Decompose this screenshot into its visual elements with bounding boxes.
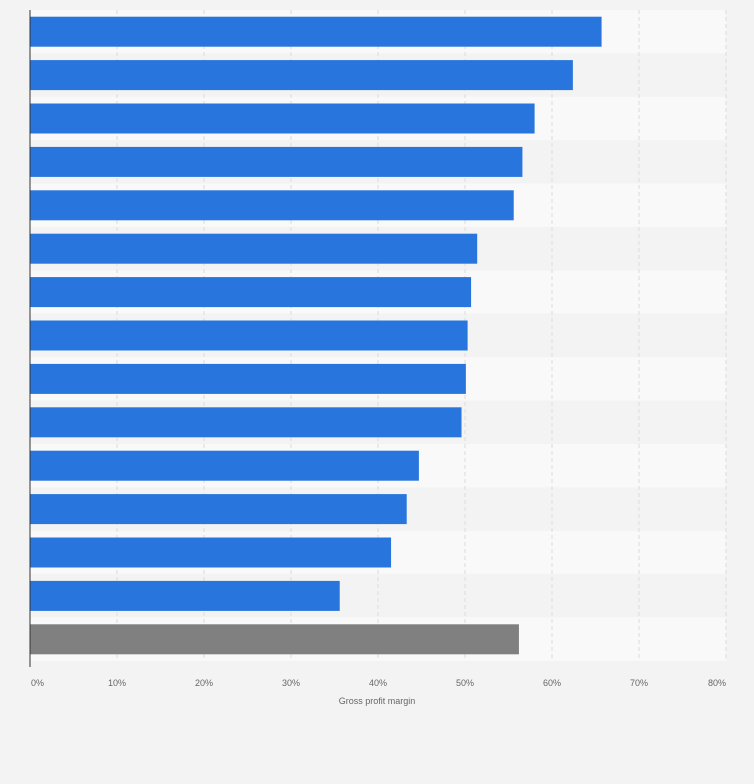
x-tick-label: 10% <box>108 678 126 688</box>
x-tick-label: 40% <box>369 678 387 688</box>
bar <box>30 190 514 221</box>
bar <box>30 60 573 91</box>
x-tick-label: 0% <box>31 678 44 688</box>
x-tick-label: 80% <box>708 678 726 688</box>
bar <box>30 103 535 134</box>
x-tick-label: 50% <box>456 678 474 688</box>
bar <box>30 407 462 438</box>
bar <box>30 233 478 264</box>
bars <box>30 16 602 655</box>
x-tick-label: 30% <box>282 678 300 688</box>
x-tick-labels: 0% 10% 20% 30% 40% 50% 60% 70% 80% <box>31 678 726 688</box>
x-tick-label: 60% <box>543 678 561 688</box>
bar <box>30 277 472 308</box>
x-axis-title: Gross profit margin <box>339 696 416 706</box>
bar <box>30 320 468 351</box>
x-tick-label: 70% <box>630 678 648 688</box>
bar <box>30 146 523 177</box>
bar <box>30 16 602 47</box>
bar <box>30 494 407 525</box>
bar <box>30 450 419 481</box>
x-tick-label: 20% <box>195 678 213 688</box>
bar <box>30 363 466 394</box>
bar <box>30 537 392 568</box>
bar <box>30 580 340 611</box>
bar-highlight <box>30 624 519 655</box>
